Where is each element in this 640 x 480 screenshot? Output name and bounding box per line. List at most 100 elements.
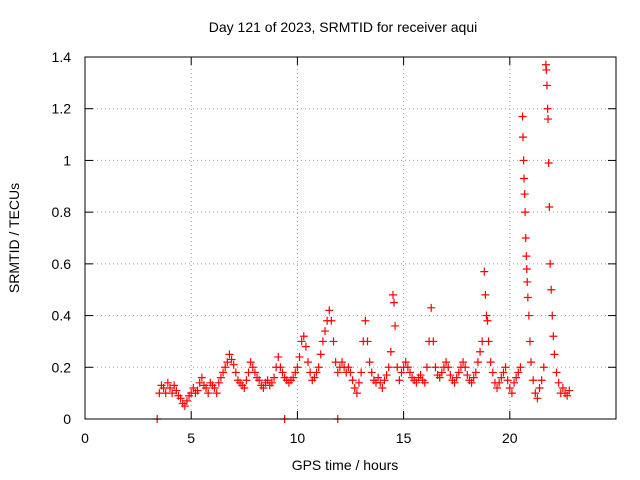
data-point [527,358,536,367]
data-point [403,363,412,372]
data-point [180,402,189,411]
data-point [480,267,489,276]
x-tick-label: 15 [396,430,412,446]
data-point [270,373,279,382]
data-point [516,363,525,372]
x-tick-label: 10 [290,430,306,446]
data-point [276,363,285,372]
data-point [543,104,552,113]
data-point [312,368,321,377]
data-point [510,378,519,387]
data-point [386,347,395,356]
y-axis-label: SRMTID / TECUs [6,183,22,293]
data-point [519,156,528,165]
data-point [293,363,302,372]
data-point [450,378,459,387]
data-point [473,358,482,367]
grid-lines [85,57,616,419]
data-point [212,389,221,398]
data-point [354,378,363,387]
data-point [182,396,191,405]
chart-title: Day 121 of 2023, SRMTID for receiver aqu… [209,19,477,35]
data-point [422,363,431,372]
data-point [229,360,238,369]
data-point [523,293,532,302]
data-point [514,368,523,377]
data-point [501,363,510,372]
data-point [539,363,548,372]
data-point [189,383,198,392]
data-point [216,373,225,382]
data-point [291,368,300,377]
data-point [165,383,174,392]
data-point [168,389,177,398]
data-point [388,290,397,299]
data-point [289,373,298,382]
y-tick-label: 0.8 [52,204,72,220]
data-point [548,311,557,320]
data-point [435,373,444,382]
plot-border [84,56,617,420]
data-point [170,381,179,390]
data-point [316,350,325,359]
data-point [397,368,406,377]
data-point [505,383,514,392]
data-point [225,350,234,359]
data-point [523,277,532,286]
data-point [255,376,264,385]
data-point [376,378,385,387]
data-point [401,358,410,367]
data-point [493,383,502,392]
data-point [495,378,504,387]
data-point [295,352,304,361]
data-point [327,316,336,325]
data-point [246,358,255,367]
data-point [454,368,463,377]
data-point [380,376,389,385]
data-point [437,368,446,377]
data-point [461,363,470,372]
x-tick-label: 20 [502,430,518,446]
data-point [542,81,551,90]
data-point [223,358,232,367]
y-tick-label: 0 [63,411,71,427]
data-point [412,378,421,387]
data-point [547,285,556,294]
data-point [521,234,530,242]
data-point [558,383,567,392]
y-tick-label: 0.6 [52,256,72,272]
data-point [488,368,497,377]
data-point [554,378,563,387]
data-point [518,112,527,121]
data-point [565,386,574,395]
data-point [520,190,529,199]
data-point [552,368,561,377]
data-point [444,363,453,372]
data-point [467,378,476,387]
y-tick-label: 0.4 [52,308,72,324]
data-point [227,355,236,364]
data-point [512,373,521,382]
data-point [263,376,272,385]
data-point [259,383,268,392]
data-point [299,332,308,341]
data-point [361,316,370,325]
data-point [314,363,323,372]
data-point [427,303,436,312]
data-point [346,368,355,377]
data-point [525,337,534,346]
data-point [545,202,554,211]
data-point [297,337,306,346]
data-point [352,389,361,398]
data-point [533,394,542,403]
data-point [384,363,393,372]
data-point [452,373,461,382]
data-point [214,378,223,387]
data-point [471,368,480,377]
data-point [382,371,391,380]
data-point [242,376,251,385]
data-point [429,337,438,346]
data-point [172,386,181,395]
data-points [153,60,574,423]
